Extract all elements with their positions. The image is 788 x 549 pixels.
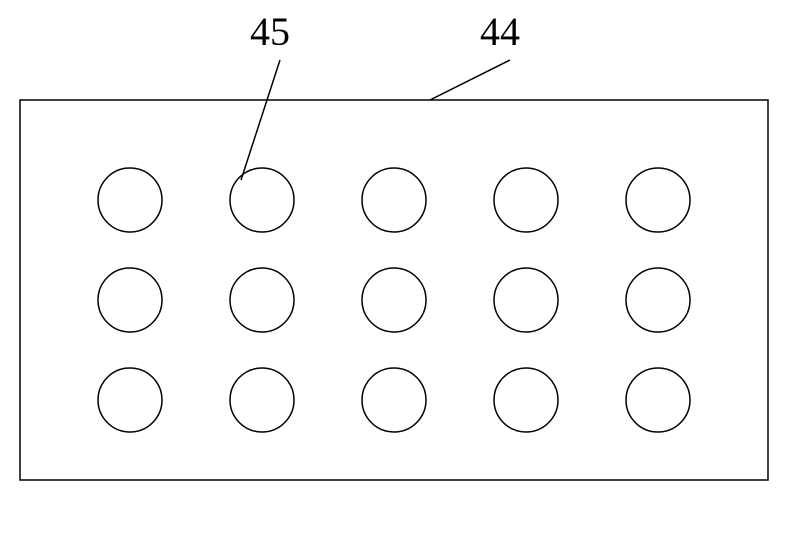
hole-circle bbox=[494, 268, 558, 332]
outer-frame bbox=[20, 100, 768, 480]
label_44-leader bbox=[430, 60, 510, 100]
hole-circle bbox=[626, 268, 690, 332]
label_44: 44 bbox=[480, 9, 520, 54]
hole-circle bbox=[362, 368, 426, 432]
hole-circle bbox=[230, 268, 294, 332]
hole-circle bbox=[230, 168, 294, 232]
hole-circle bbox=[98, 368, 162, 432]
hole-circle bbox=[98, 268, 162, 332]
hole-circle bbox=[362, 168, 426, 232]
hole-circle bbox=[626, 168, 690, 232]
hole-circle bbox=[494, 168, 558, 232]
hole-circle bbox=[362, 268, 426, 332]
hole-circle bbox=[98, 168, 162, 232]
label_45: 45 bbox=[250, 9, 290, 54]
hole-circle bbox=[626, 368, 690, 432]
hole-circle bbox=[230, 368, 294, 432]
hole-circle bbox=[494, 368, 558, 432]
label_45-leader bbox=[241, 60, 280, 180]
